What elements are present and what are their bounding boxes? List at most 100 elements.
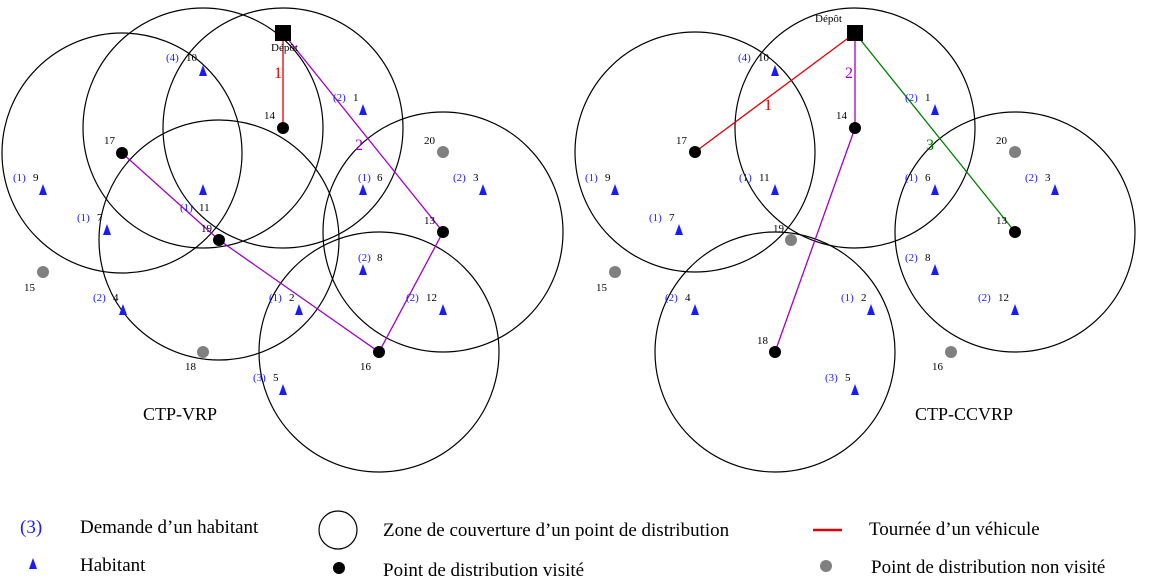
node-id-9: 9 [33,172,39,184]
legend-unvisited-text: Point de distribution non visité [871,557,1105,578]
node-id-3: 3 [1045,172,1051,184]
node-id-7: 7 [669,212,675,224]
habitant-7 [103,224,111,235]
habitant-11 [199,184,207,195]
habitant-8 [359,264,367,275]
unvisited-point-20 [1009,146,1021,158]
node-id-7: 7 [97,212,103,224]
node-id-11: 11 [199,202,210,214]
node-id-8: 8 [925,252,931,264]
route-label-3: 3 [926,137,934,154]
demand-3: (2) [453,172,466,184]
node-id-20: 20 [996,135,1008,147]
route-label-2: 2 [845,65,853,82]
habitant-1 [931,104,939,115]
node-id-19: 19 [773,223,785,235]
legend-coverage-text: Zone de couverture d’un point de distrib… [383,520,730,541]
habitant-3 [479,184,487,195]
demand-1: (2) [905,92,918,104]
legend-habitant-icon [29,558,37,569]
node-id-13: 13 [996,215,1008,227]
node-id-10: 10 [758,52,770,64]
node-id-19: 19 [201,223,213,235]
demand-3: (2) [1025,172,1038,184]
depot-square [275,25,291,41]
panel-ctp-ccvrp: 1 2 3 Dépôt (4) (2) (1) (1) (1) (2) (1) … [574,7,1136,473]
unvisited-point-18 [197,346,209,358]
node-id-16: 16 [932,361,944,373]
demand-9: (1) [13,172,26,184]
node-id-2: 2 [289,292,295,304]
node-id-4: 4 [685,292,691,304]
demand-1: (2) [333,92,346,104]
visited-point-14 [849,122,861,134]
node-id-17: 17 [676,135,688,147]
unvisited-point-15 [609,266,621,278]
habitant-2 [295,304,303,315]
demand-6: (1) [358,172,371,184]
coverage-circle-14 [734,7,976,249]
route-2-path [774,33,856,353]
node-id-4: 4 [113,292,119,304]
legend: (3) Demande d’un habitant Habitant Zone … [20,510,1105,581]
node-id-1: 1 [925,92,931,104]
node-id-14: 14 [264,110,276,122]
node-id-5: 5 [273,372,279,384]
habitant-9 [611,184,619,195]
demand-11: (1) [180,202,193,214]
unvisited-point-16 [945,346,957,358]
node-id-6: 6 [925,172,931,184]
route-3-segment [854,32,1016,233]
legend-visited-icon [333,562,345,574]
demand-4: (2) [93,292,106,304]
coverage-circle-14 [162,7,404,249]
depot-label: Dépôt [815,13,842,25]
legend-route-text: Tournée d’un véhicule [869,519,1040,540]
habitant-11 [771,184,779,195]
coverage-circle-17 [574,31,816,273]
coverage-circle-17 [1,32,243,274]
habitant-10 [199,65,207,76]
node-id-11: 11 [759,172,770,184]
coverage-circle-16 [258,231,500,473]
node-id-5: 5 [845,372,851,384]
habitant-8 [931,264,939,275]
unvisited-point-15 [37,266,49,278]
habitant-6 [931,184,939,195]
legend-visited-text: Point de distribution visité [383,560,584,581]
visited-point-17 [116,147,128,159]
habitant-2 [867,304,875,315]
demand-7: (1) [77,212,90,224]
visited-point-17 [689,146,701,158]
route-label-1: 1 [274,65,282,82]
coverage-circle-13 [322,111,564,353]
demand-10: (4) [166,52,179,64]
habitant-12 [1011,304,1019,315]
visited-point-19 [213,234,225,246]
visited-point-18 [769,346,781,358]
demand-6: (1) [905,172,918,184]
node-id-10: 10 [186,52,198,64]
demand-5: (3) [825,372,838,384]
habitant-4 [691,304,699,315]
unvisited-point-20 [437,146,449,158]
habitant-4 [119,304,127,315]
node-id-16: 16 [360,361,372,373]
visited-point-13 [1009,226,1021,238]
route-1-segment [694,32,856,153]
panel-ctp-vrp: 1 2 Dépôt (4) (2) (1) (1) (1) (2) [1,7,564,473]
visited-point-14 [277,122,289,134]
demand-10: (4) [738,52,751,64]
demand-11: (1) [739,172,752,184]
node-id-20: 20 [424,135,436,147]
habitant-10 [771,65,779,76]
node-id-18: 18 [757,335,769,347]
demand-2: (1) [841,292,854,304]
demand-9: (1) [585,172,598,184]
legend-demand-text: Demande d’un habitant [80,517,259,538]
habitant-1 [359,104,367,115]
node-id-13: 13 [424,215,436,227]
habitant-9 [39,184,47,195]
demand-12: (2) [406,292,419,304]
